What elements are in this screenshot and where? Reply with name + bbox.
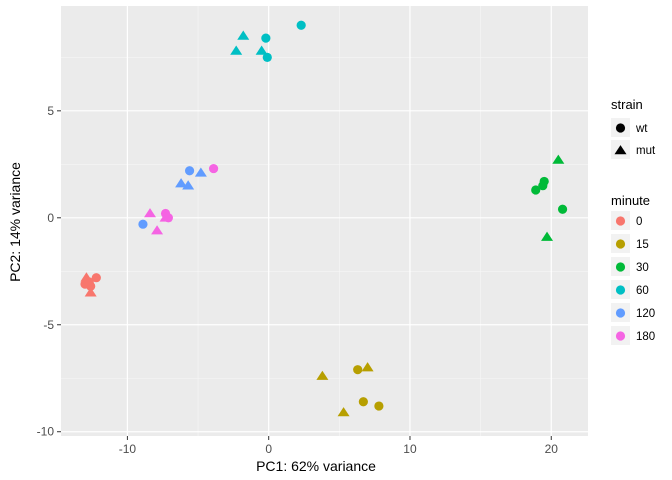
legend-minute-label: 30	[636, 262, 649, 274]
legend-minute-label: 0	[636, 216, 642, 228]
y-tick-label: -10	[37, 425, 55, 439]
legend-strain: strain wt mut	[611, 97, 656, 159]
point-wt-180	[208, 163, 219, 174]
x-tick-label: 10	[403, 442, 417, 456]
legend-minute-label: 120	[636, 308, 655, 320]
legend-key-minute-120	[615, 308, 626, 318]
point-mut-180	[159, 212, 172, 222]
point-wt-120	[138, 219, 148, 229]
point-mut-120	[194, 167, 207, 177]
point-wt-60	[296, 20, 306, 30]
point-mut-30	[541, 231, 554, 241]
y-axis-ticks: -10 -5 0 5	[37, 104, 61, 439]
point-mut-120	[182, 180, 195, 190]
point-wt-15	[353, 365, 363, 375]
point-wt-15	[374, 401, 384, 411]
x-tick-label: 20	[545, 442, 559, 456]
y-tick-label: 5	[47, 104, 54, 118]
legend-minute: minute 0 15 30 60 120 180	[611, 193, 655, 345]
point-wt-120	[184, 166, 195, 176]
point-mut-120	[175, 178, 188, 188]
point-mut-60	[237, 30, 250, 40]
point-wt-60	[261, 33, 271, 43]
point-wt-30	[557, 204, 568, 214]
legend-minute-label: 180	[636, 331, 655, 343]
legend-key-minute-30	[615, 262, 626, 272]
point-mut-60	[230, 45, 243, 55]
legend-minute-title: minute	[611, 193, 650, 208]
x-axis-title: PC1: 62% variance	[256, 458, 376, 474]
legend-minute-label: 60	[636, 285, 649, 297]
point-wt-60	[262, 52, 272, 62]
legend-strain-label: wt	[635, 123, 648, 135]
point-wt-30	[531, 185, 541, 195]
legend-key-minute-60	[615, 285, 626, 295]
point-mut-0	[81, 276, 94, 286]
plot-panel	[61, 6, 588, 436]
legend-key-minute-180	[615, 331, 626, 341]
point-mut-15	[361, 362, 374, 372]
legend-key-minute-0	[615, 216, 626, 226]
grid-major	[61, 6, 588, 436]
x-tick-label: 0	[265, 442, 272, 456]
point-mut-15	[337, 407, 350, 417]
y-tick-label: -5	[43, 318, 54, 332]
point-wt-30	[539, 176, 549, 187]
data-points	[80, 20, 568, 417]
legend-key-minute-15	[615, 239, 626, 249]
y-tick-label: 0	[47, 211, 54, 225]
y-axis-title: PC2: 14% variance	[7, 162, 23, 282]
x-axis-ticks: -10 0 10 20	[119, 436, 559, 456]
point-wt-15	[358, 397, 368, 407]
legend-minute-label: 15	[636, 239, 649, 251]
legend-key-triangle	[614, 145, 627, 155]
legend-key-circle	[615, 123, 626, 133]
point-wt-0	[91, 273, 101, 283]
point-mut-0	[84, 287, 97, 297]
point-mut-180	[151, 225, 164, 235]
point-mut-60	[255, 45, 268, 55]
point-mut-30	[552, 154, 565, 164]
x-tick-label: -10	[119, 442, 137, 456]
point-mut-15	[316, 370, 329, 380]
legend-strain-label: mut	[636, 145, 656, 157]
legend-strain-title: strain	[611, 97, 643, 112]
point-mut-180	[144, 208, 157, 218]
